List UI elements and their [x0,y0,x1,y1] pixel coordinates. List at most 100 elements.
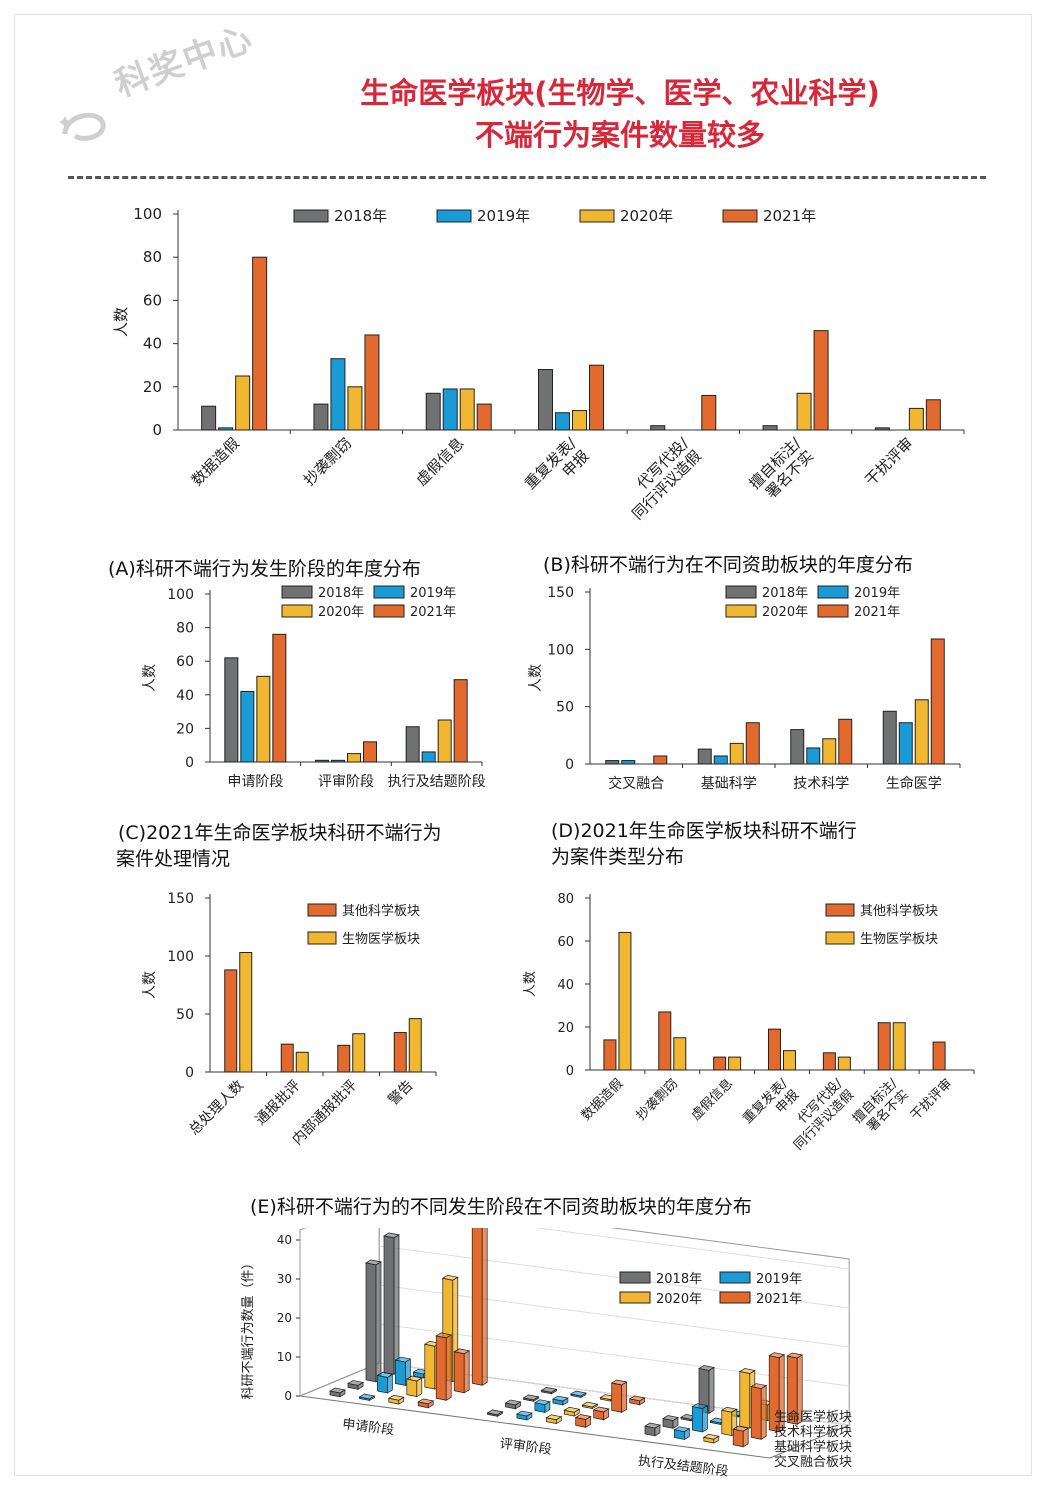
y-axis-label: 人数 [528,664,544,692]
x-tick-label: 重复发表/申报 [521,433,593,505]
y-tick-label: 50 [556,700,574,716]
bar [729,742,744,765]
y-tick-label: 0 [152,421,162,439]
bar [347,386,363,431]
x-tick-label: 技术科学 [793,776,849,792]
bar [605,760,620,765]
headline-line2: 不端行为案件数量较多 [474,118,765,152]
legend-label: 2021年 [756,1292,802,1307]
legend-swatch [281,585,313,599]
bar [364,334,380,431]
x-tick-label: 警告 [385,1078,416,1109]
bar3d-top [358,1393,376,1400]
y-tick-label: 20 [557,1021,574,1036]
y-axis-label: 人数 [112,307,130,337]
bar3d-top [347,1380,364,1386]
bar [315,759,329,763]
bar3d-top [453,1348,471,1355]
x-tick-label: 代写代投/同行评议造假 [779,1075,857,1153]
y-tick-label: 150 [167,891,194,907]
bar [822,1052,836,1071]
x-tick-label: 执行及结题阶段 [388,774,486,790]
y-tick-label: 40 [143,335,162,353]
legend-swatch [579,209,615,223]
bar [218,427,234,431]
bar3d-top [545,1414,563,1421]
x-tick-label: 擅自标注/署名不实 [746,433,818,505]
bar [822,738,837,765]
sector-label: 生命医学板块 [774,1409,852,1425]
bar [252,256,268,431]
bar3d-top [533,1399,551,1406]
legend-swatch [825,931,855,945]
bar [572,410,587,431]
bar [658,1011,672,1071]
y-tick-label: 60 [557,935,574,950]
bar3d-top [551,1395,569,1402]
bar3d-top [563,1406,581,1413]
bar3d-side [621,1381,628,1413]
x-tick-label-line: 数据造假 [188,434,243,489]
x-tick-label-line: 通报批评 [253,1078,304,1129]
bar [337,1044,351,1073]
legend-swatch [436,209,472,223]
x-tick-label-line: 警告 [385,1078,416,1109]
y-tick-label: 80 [143,248,162,266]
bar3d-front [377,1374,388,1394]
bar [882,710,897,765]
x-tick-label: 干扰评审 [862,434,917,489]
legend-swatch [725,604,757,618]
bar3d-front [424,1343,436,1390]
bar [877,1022,891,1071]
bar3d-side [708,1366,715,1414]
bar3d-top [786,1352,804,1359]
legend-swatch [725,585,757,599]
caption-c-line2: 案件处理情况 [116,848,231,870]
bar [697,748,712,765]
legend-label: 生物医学板块 [860,931,938,947]
bar [256,675,271,763]
stage-label: 执行及结题阶段 [637,1454,729,1480]
legend-swatch [719,1291,751,1304]
z-tick-label: 20 [277,1311,292,1325]
watermark: 科奖中心 [55,18,305,162]
bar [653,755,668,765]
bar [352,1033,366,1073]
sector-label: 交叉融合板块 [774,1454,852,1470]
bar [363,741,377,763]
legend-label: 2018年 [318,586,364,601]
plot-area [210,594,482,762]
y-tick-label: 20 [176,721,194,737]
bar3d-top [750,1383,768,1389]
bar3d-top [486,1409,504,1416]
x-tick-label: 评审阶段 [318,774,374,790]
legend-swatch [722,209,758,223]
bar3d-top [569,1390,587,1397]
bar3d-top [702,1433,720,1440]
legend-swatch [373,585,405,599]
bar3d-front [750,1386,762,1440]
x-tick-label: 干扰评审 [908,1076,955,1123]
bar [330,358,346,431]
y-tick-label: 100 [547,642,574,658]
y-axis-label: 人数 [142,971,158,999]
x-tick-label: 交叉融合 [608,775,664,792]
bar [224,969,238,1073]
stage-label: 申请阶段 [341,1417,394,1438]
y-tick-label: 100 [167,587,194,603]
bar [813,330,829,431]
legend-label: 2018年 [656,1272,702,1287]
legend-swatch [293,209,329,223]
bar [783,1050,796,1071]
z-axis-label: 科研不端行为数量（件） [241,1256,256,1399]
bar3d-side [393,1234,400,1375]
bar [713,755,728,765]
caption-c-line1: (C)2021年生命医学板块科研不端行为 [118,822,442,844]
legend-swatch [817,604,849,618]
bar [713,1056,727,1071]
bar3d-front [406,1378,418,1398]
bar [331,759,345,763]
caption-e: (E)科研不端行为的不同发生阶段在不同资助板块的年度分布 [250,1196,752,1218]
bar [239,952,253,1073]
